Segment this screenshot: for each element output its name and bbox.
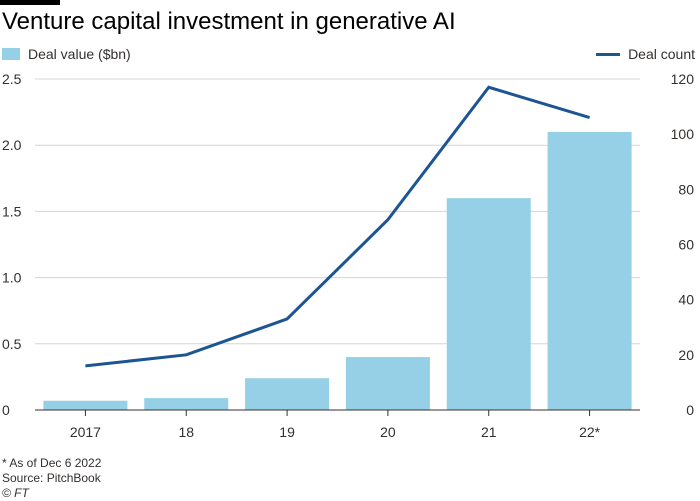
y-left-tick-label: 1.5 xyxy=(2,203,22,219)
y-right-tick-label: 0 xyxy=(686,402,694,418)
x-tick-label: 2017 xyxy=(70,424,101,440)
title-accent-bar xyxy=(0,0,60,5)
chart-title: Venture capital investment in generative… xyxy=(2,8,456,36)
x-tick-label: 19 xyxy=(279,424,295,440)
chart-area: 0 0.5 1.0 1.5 2.0 2.5 0 20 40 60 80 100 120 2017 18 19 2… xyxy=(0,65,700,450)
x-tick-label: 20 xyxy=(380,424,396,440)
x-tick-label: 21 xyxy=(481,424,497,440)
bar xyxy=(144,398,228,410)
x-tick-label: 22* xyxy=(579,424,601,440)
y-right-tick-label: 20 xyxy=(678,347,694,363)
y-right-tick-label: 120 xyxy=(671,71,695,87)
credit: © FT xyxy=(2,486,101,501)
y-left-tick-label: 0.5 xyxy=(2,336,22,352)
y-left-tick-label: 2.5 xyxy=(2,71,22,87)
y-right-tick-label: 40 xyxy=(678,292,694,308)
bar-legend-swatch xyxy=(2,48,20,60)
bar xyxy=(245,378,329,410)
y-left-tick-label: 0 xyxy=(2,402,10,418)
y-left-tick-label: 1.0 xyxy=(2,270,22,286)
x-tick-label: 18 xyxy=(178,424,194,440)
legend-deal-count-label: Deal count xyxy=(628,46,695,62)
bar xyxy=(346,357,430,410)
legend-deal-value: Deal value ($bn) xyxy=(2,46,131,62)
footnote: * As of Dec 6 2022 xyxy=(2,456,101,471)
line-legend-swatch xyxy=(596,53,620,56)
legend-deal-count: Deal count xyxy=(596,46,695,62)
bar xyxy=(43,401,127,410)
y-right-tick-label: 100 xyxy=(671,126,695,142)
source-note: Source: PitchBook xyxy=(2,471,101,486)
chart-notes: * As of Dec 6 2022 Source: PitchBook © F… xyxy=(2,456,101,501)
bar xyxy=(447,198,531,410)
legend-deal-value-label: Deal value ($bn) xyxy=(28,46,131,62)
y-left-tick-label: 2.0 xyxy=(2,137,22,153)
y-right-tick-label: 80 xyxy=(678,181,694,197)
bar xyxy=(548,132,632,410)
y-right-tick-label: 60 xyxy=(678,237,694,253)
